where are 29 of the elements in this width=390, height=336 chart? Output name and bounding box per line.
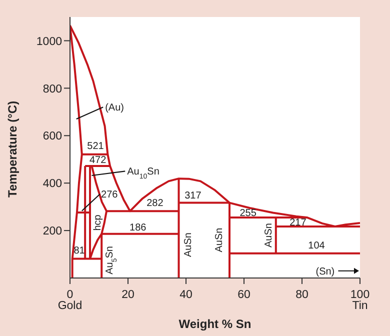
annotation: AuSn	[264, 223, 275, 248]
x-tick-label: 100 Tin	[350, 289, 370, 312]
annotation: Au$_{10}$Sn	[127, 166, 160, 180]
annotation: 282	[146, 198, 164, 210]
annotation: 186	[130, 222, 147, 234]
annotation: (Au)	[105, 102, 124, 114]
annotation: 521	[87, 141, 104, 152]
y-tick-label: 200	[42, 226, 62, 238]
annotation: 276	[101, 190, 118, 201]
annotation: 472	[89, 154, 107, 166]
y-tick-label: 600	[42, 130, 62, 143]
annotation: (Sn)	[316, 266, 335, 278]
annotation: hcp	[92, 214, 104, 231]
y-axis-title: Temperature (°C)	[5, 100, 20, 198]
x-tick-label: 40	[180, 289, 192, 301]
y-tick-label: 800	[42, 83, 62, 96]
annotation: 317	[184, 190, 202, 202]
annotation: 217	[290, 218, 307, 229]
annotation: 255	[240, 208, 257, 220]
x-axis-title: Weight % Sn	[178, 317, 252, 331]
x-tick-label: 80	[296, 289, 308, 301]
annotation: 104	[308, 240, 326, 252]
annotation: AuSn	[214, 228, 225, 252]
x-tick-label: 60	[238, 289, 250, 301]
x-tick-label: 0 Gold	[58, 289, 82, 312]
y-tick-label: 1000	[36, 36, 62, 48]
y-tick-label: 400	[42, 178, 62, 190]
x-tick-label: 20	[122, 289, 134, 301]
annotation: AuSn	[182, 232, 194, 258]
